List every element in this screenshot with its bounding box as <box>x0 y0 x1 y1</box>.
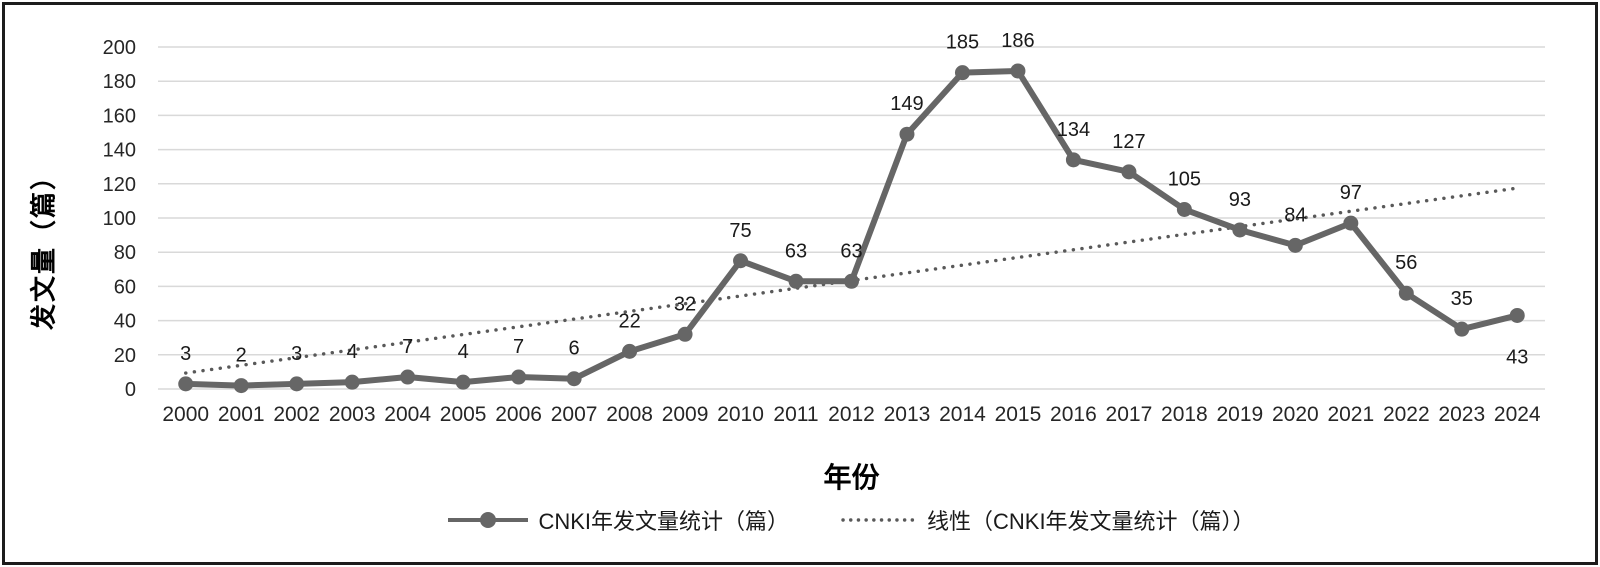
data-point-marker <box>566 371 582 387</box>
data-label: 134 <box>1057 119 1090 141</box>
x-tick-label: 2011 <box>773 403 818 426</box>
x-tick-label: 2020 <box>1272 403 1319 426</box>
data-point-marker <box>233 378 249 394</box>
data-label: 56 <box>1395 252 1417 274</box>
chart-canvas: 0 20 40 60 80 100 120 140 160 180 200 2000 2001 2002 2… <box>103 30 1545 426</box>
data-point-marker <box>511 369 527 385</box>
y-axis-title: 发文量（篇） <box>28 161 59 331</box>
y-tick-label: 40 <box>114 311 136 333</box>
y-tick-label: 120 <box>103 174 136 196</box>
x-tick-label: 2013 <box>884 403 931 426</box>
data-point-marker <box>1176 201 1192 217</box>
x-tick-label: 2006 <box>495 403 542 426</box>
y-tick-label: 160 <box>103 105 136 127</box>
data-label: 93 <box>1229 189 1251 211</box>
data-label: 186 <box>1001 30 1034 52</box>
data-point-marker <box>455 374 471 390</box>
x-tick-label: 2024 <box>1494 403 1541 426</box>
data-label: 4 <box>458 341 469 363</box>
data-label: 2 <box>236 345 247 367</box>
data-point-marker <box>289 376 305 392</box>
x-tick-label: 2002 <box>273 403 320 426</box>
data-label: 3 <box>180 343 191 365</box>
data-label: 3 <box>291 343 302 365</box>
legend-line-marker-icon <box>448 512 529 528</box>
x-tick-label: 2007 <box>551 403 598 426</box>
data-point-marker <box>178 376 194 392</box>
data-point-marker <box>844 273 859 289</box>
data-point-marker <box>1343 215 1359 231</box>
y-tick-label: 100 <box>103 208 136 230</box>
x-tick-label: 2000 <box>162 403 209 426</box>
data-point-marker <box>622 343 638 359</box>
y-tick-label: 60 <box>114 276 136 298</box>
data-point-marker <box>1287 237 1303 253</box>
data-label: 43 <box>1506 346 1528 368</box>
data-point-marker <box>344 374 360 390</box>
data-label: 127 <box>1112 131 1145 153</box>
x-tick-label: 2003 <box>329 403 376 426</box>
x-tick-label: 2004 <box>384 403 431 426</box>
data-label: 149 <box>890 93 923 115</box>
data-label: 75 <box>729 220 751 242</box>
data-label: 4 <box>347 341 358 363</box>
x-tick-label: 2009 <box>662 403 709 426</box>
x-tick-label: 2014 <box>939 403 986 426</box>
series-line <box>182 67 1521 389</box>
x-tick-label: 2018 <box>1161 403 1208 426</box>
x-tick-label: 2021 <box>1327 403 1374 426</box>
data-label: 84 <box>1284 204 1306 226</box>
data-label: 32 <box>674 293 696 315</box>
data-label: 7 <box>513 336 524 358</box>
x-tick-label: 2017 <box>1106 403 1153 426</box>
x-tick-label: 2022 <box>1383 403 1430 426</box>
x-tick-label: 2001 <box>218 403 265 426</box>
x-tick-label: 2008 <box>606 403 653 426</box>
legend-item-series: CNKI年发文量统计（篇） <box>448 504 789 536</box>
data-label: 22 <box>618 310 640 332</box>
y-tick-label: 80 <box>114 242 136 264</box>
data-label: 63 <box>840 240 862 262</box>
data-label: 185 <box>946 32 979 54</box>
data-point-marker <box>733 253 749 269</box>
x-tick-label: 2012 <box>828 403 875 426</box>
y-tick-label: 20 <box>114 345 136 367</box>
data-point-marker <box>1065 152 1081 168</box>
y-tick-label: 200 <box>103 37 136 59</box>
x-tick-label: 2005 <box>440 403 487 426</box>
legend-item-trendline: 线性（CNKI年发文量统计（篇）） <box>841 504 1255 536</box>
data-point-marker <box>899 126 915 142</box>
legend-trend-label: 线性（CNKI年发文量统计（篇）） <box>927 509 1255 534</box>
data-point-marker <box>400 369 416 385</box>
x-tick-label: 2015 <box>995 403 1042 426</box>
data-label: 7 <box>402 336 413 358</box>
data-point-marker <box>954 65 970 81</box>
data-point-marker <box>1232 222 1248 238</box>
chart-legend: CNKI年发文量统计（篇） 线性（CNKI年发文量统计（篇）） <box>158 504 1545 536</box>
data-point-marker <box>1454 321 1470 337</box>
x-tick-label: 2010 <box>717 403 764 426</box>
y-tick-label: 0 <box>125 379 136 401</box>
x-tick-label: 2023 <box>1438 403 1485 426</box>
data-point-marker <box>788 273 804 289</box>
data-point-marker <box>1398 285 1414 301</box>
data-point-marker <box>1121 164 1137 180</box>
data-label: 35 <box>1451 288 1473 310</box>
legend-series-label: CNKI年发文量统计（篇） <box>538 509 789 534</box>
y-tick-label: 180 <box>103 71 136 93</box>
data-point-marker <box>677 326 693 342</box>
legend-dotted-line-icon <box>841 518 917 522</box>
data-label: 6 <box>569 338 580 360</box>
data-point-marker <box>1010 63 1026 79</box>
x-tick-label: 2016 <box>1050 403 1097 426</box>
data-label: 97 <box>1340 182 1362 204</box>
x-tick-label: 2019 <box>1217 403 1264 426</box>
y-tick-label: 140 <box>103 140 136 162</box>
data-label: 105 <box>1168 168 1201 190</box>
data-point-marker <box>1509 307 1525 323</box>
data-label: 63 <box>785 240 807 262</box>
x-axis-title: 年份 <box>823 462 880 493</box>
